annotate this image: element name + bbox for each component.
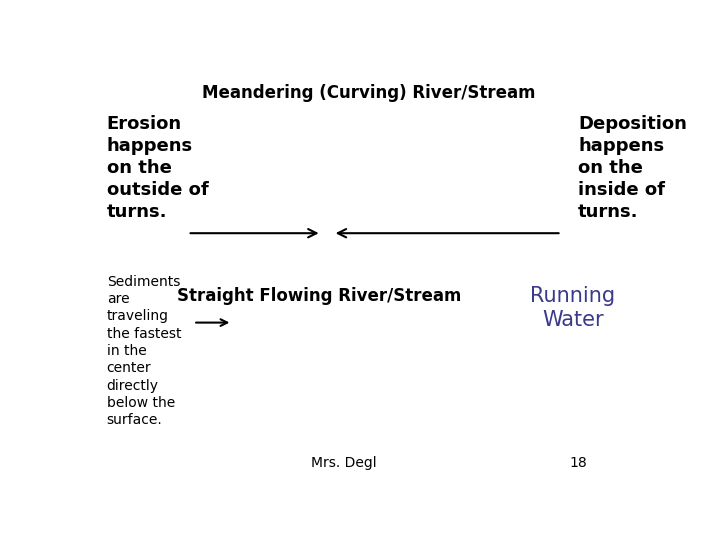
Text: Running
Water: Running Water xyxy=(530,286,615,330)
Text: 18: 18 xyxy=(570,456,587,470)
Text: Deposition
happens
on the
inside of
turns.: Deposition happens on the inside of turn… xyxy=(578,114,687,221)
Text: Meandering (Curving) River/Stream: Meandering (Curving) River/Stream xyxy=(202,84,536,102)
Text: Sediments
are
traveling
the fastest
in the
center
directly
below the
surface.: Sediments are traveling the fastest in t… xyxy=(107,275,181,427)
Text: Straight Flowing River/Stream: Straight Flowing River/Stream xyxy=(176,287,461,305)
Text: Mrs. Degl: Mrs. Degl xyxy=(311,456,377,470)
Text: Erosion
happens
on the
outside of
turns.: Erosion happens on the outside of turns. xyxy=(107,114,209,221)
